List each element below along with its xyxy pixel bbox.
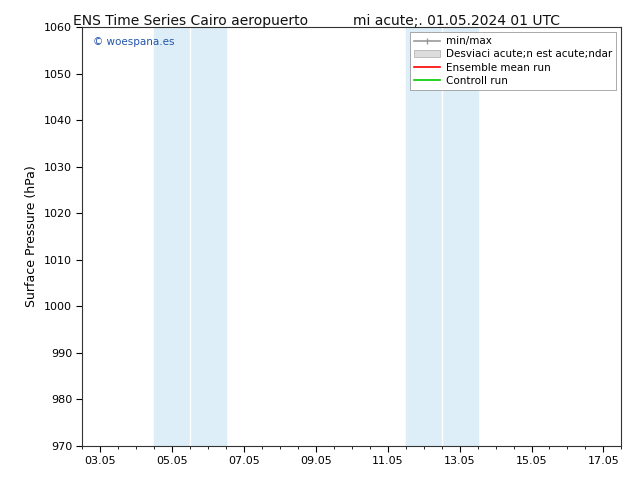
Legend: min/max, Desviaci acute;n est acute;ndar, Ensemble mean run, Controll run: min/max, Desviaci acute;n est acute;ndar… [410,32,616,90]
Bar [406,27,442,446]
Text: mi acute;. 01.05.2024 01 UTC: mi acute;. 01.05.2024 01 UTC [353,14,560,28]
Y-axis label: Surface Pressure (hPa): Surface Pressure (hPa) [25,166,38,307]
Text: © woespana.es: © woespana.es [93,37,175,48]
Bar [154,27,190,446]
Bar [190,27,226,446]
Text: ENS Time Series Cairo aeropuerto: ENS Time Series Cairo aeropuerto [73,14,307,28]
Bar [442,27,477,446]
